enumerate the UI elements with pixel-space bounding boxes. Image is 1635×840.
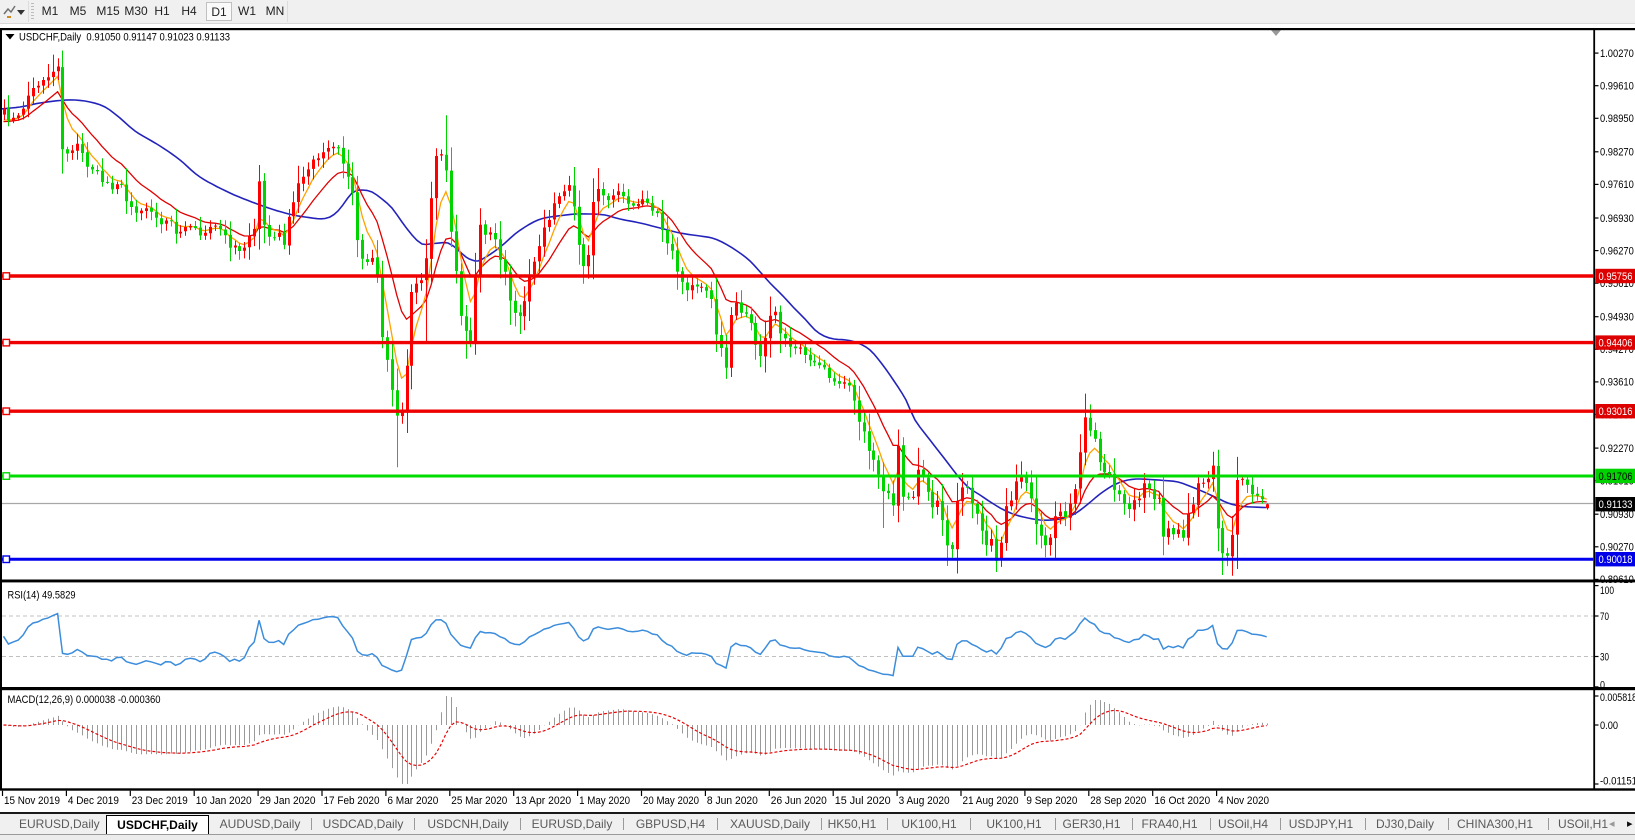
svg-text:30: 30 (1600, 651, 1609, 663)
svg-text:0.97610: 0.97610 (1600, 179, 1634, 191)
svg-text:4 Dec 2019: 4 Dec 2019 (68, 795, 119, 807)
svg-text:0.90270: 0.90270 (1600, 542, 1634, 554)
svg-text:0.95756: 0.95756 (1599, 271, 1633, 283)
svg-text:9 Sep 2020: 9 Sep 2020 (1026, 795, 1077, 807)
svg-text:0.90930: 0.90930 (1600, 509, 1634, 521)
svg-text:17 Feb 2020: 17 Feb 2020 (324, 795, 380, 807)
svg-text:0.94406: 0.94406 (1599, 338, 1633, 350)
svg-text:MACD(12,26,9) 0.000038 -0.0003: MACD(12,26,9) 0.000038 -0.000360 (8, 694, 161, 706)
svg-text:10 Jan 2020: 10 Jan 2020 (196, 795, 252, 807)
svg-text:15 Nov 2019: 15 Nov 2019 (4, 795, 60, 807)
svg-text:0: 0 (1600, 679, 1605, 691)
svg-text:-0.01151: -0.01151 (1600, 775, 1635, 787)
svg-text:26 Jun 2020: 26 Jun 2020 (771, 795, 827, 807)
svg-text:70: 70 (1600, 611, 1609, 623)
svg-text:4 Nov 2020: 4 Nov 2020 (1218, 795, 1269, 807)
svg-text:0.91706: 0.91706 (1599, 471, 1633, 483)
svg-text:0.005818: 0.005818 (1600, 692, 1635, 704)
svg-text:0.92270: 0.92270 (1600, 443, 1634, 455)
svg-text:28 Sep 2020: 28 Sep 2020 (1090, 795, 1146, 807)
svg-text:3 Aug 2020: 3 Aug 2020 (899, 795, 950, 807)
svg-text:0.96930: 0.96930 (1600, 213, 1634, 225)
svg-text:USDCHF,Daily 0.91050 0.91147: USDCHF,Daily 0.91050 0.91147 0.91023 0.9… (19, 32, 230, 44)
svg-text:6 Mar 2020: 6 Mar 2020 (387, 795, 438, 807)
svg-text:0.89610: 0.89610 (1600, 574, 1634, 586)
svg-text:21 Aug 2020: 21 Aug 2020 (963, 795, 1019, 807)
svg-text:29 Jan 2020: 29 Jan 2020 (260, 795, 316, 807)
svg-text:15 Jul 2020: 15 Jul 2020 (835, 795, 891, 807)
svg-text:100: 100 (1600, 585, 1614, 597)
svg-text:0.98270: 0.98270 (1600, 147, 1634, 159)
svg-text:8 Jun 2020: 8 Jun 2020 (707, 795, 758, 807)
svg-text:13 Apr 2020: 13 Apr 2020 (515, 795, 571, 807)
svg-text:25 Mar 2020: 25 Mar 2020 (451, 795, 507, 807)
svg-text:0.90018: 0.90018 (1599, 554, 1633, 566)
svg-text:20 May 2020: 20 May 2020 (643, 795, 699, 807)
svg-text:16 Oct 2020: 16 Oct 2020 (1154, 795, 1210, 807)
svg-text:0.93610: 0.93610 (1600, 377, 1634, 389)
svg-text:0.91133: 0.91133 (1599, 499, 1633, 511)
svg-text:RSI(14) 49.5829: RSI(14) 49.5829 (8, 590, 76, 602)
svg-text:0.99610: 0.99610 (1600, 81, 1634, 93)
svg-text:0.98950: 0.98950 (1600, 113, 1634, 125)
svg-text:0.94930: 0.94930 (1600, 312, 1634, 324)
svg-text:0.00: 0.00 (1600, 720, 1618, 732)
svg-text:23 Dec 2019: 23 Dec 2019 (132, 795, 188, 807)
svg-text:1 May 2020: 1 May 2020 (579, 795, 630, 807)
svg-text:0.93016: 0.93016 (1599, 406, 1633, 418)
svg-text:1.00270: 1.00270 (1600, 48, 1634, 60)
svg-text:0.96270: 0.96270 (1600, 245, 1634, 257)
